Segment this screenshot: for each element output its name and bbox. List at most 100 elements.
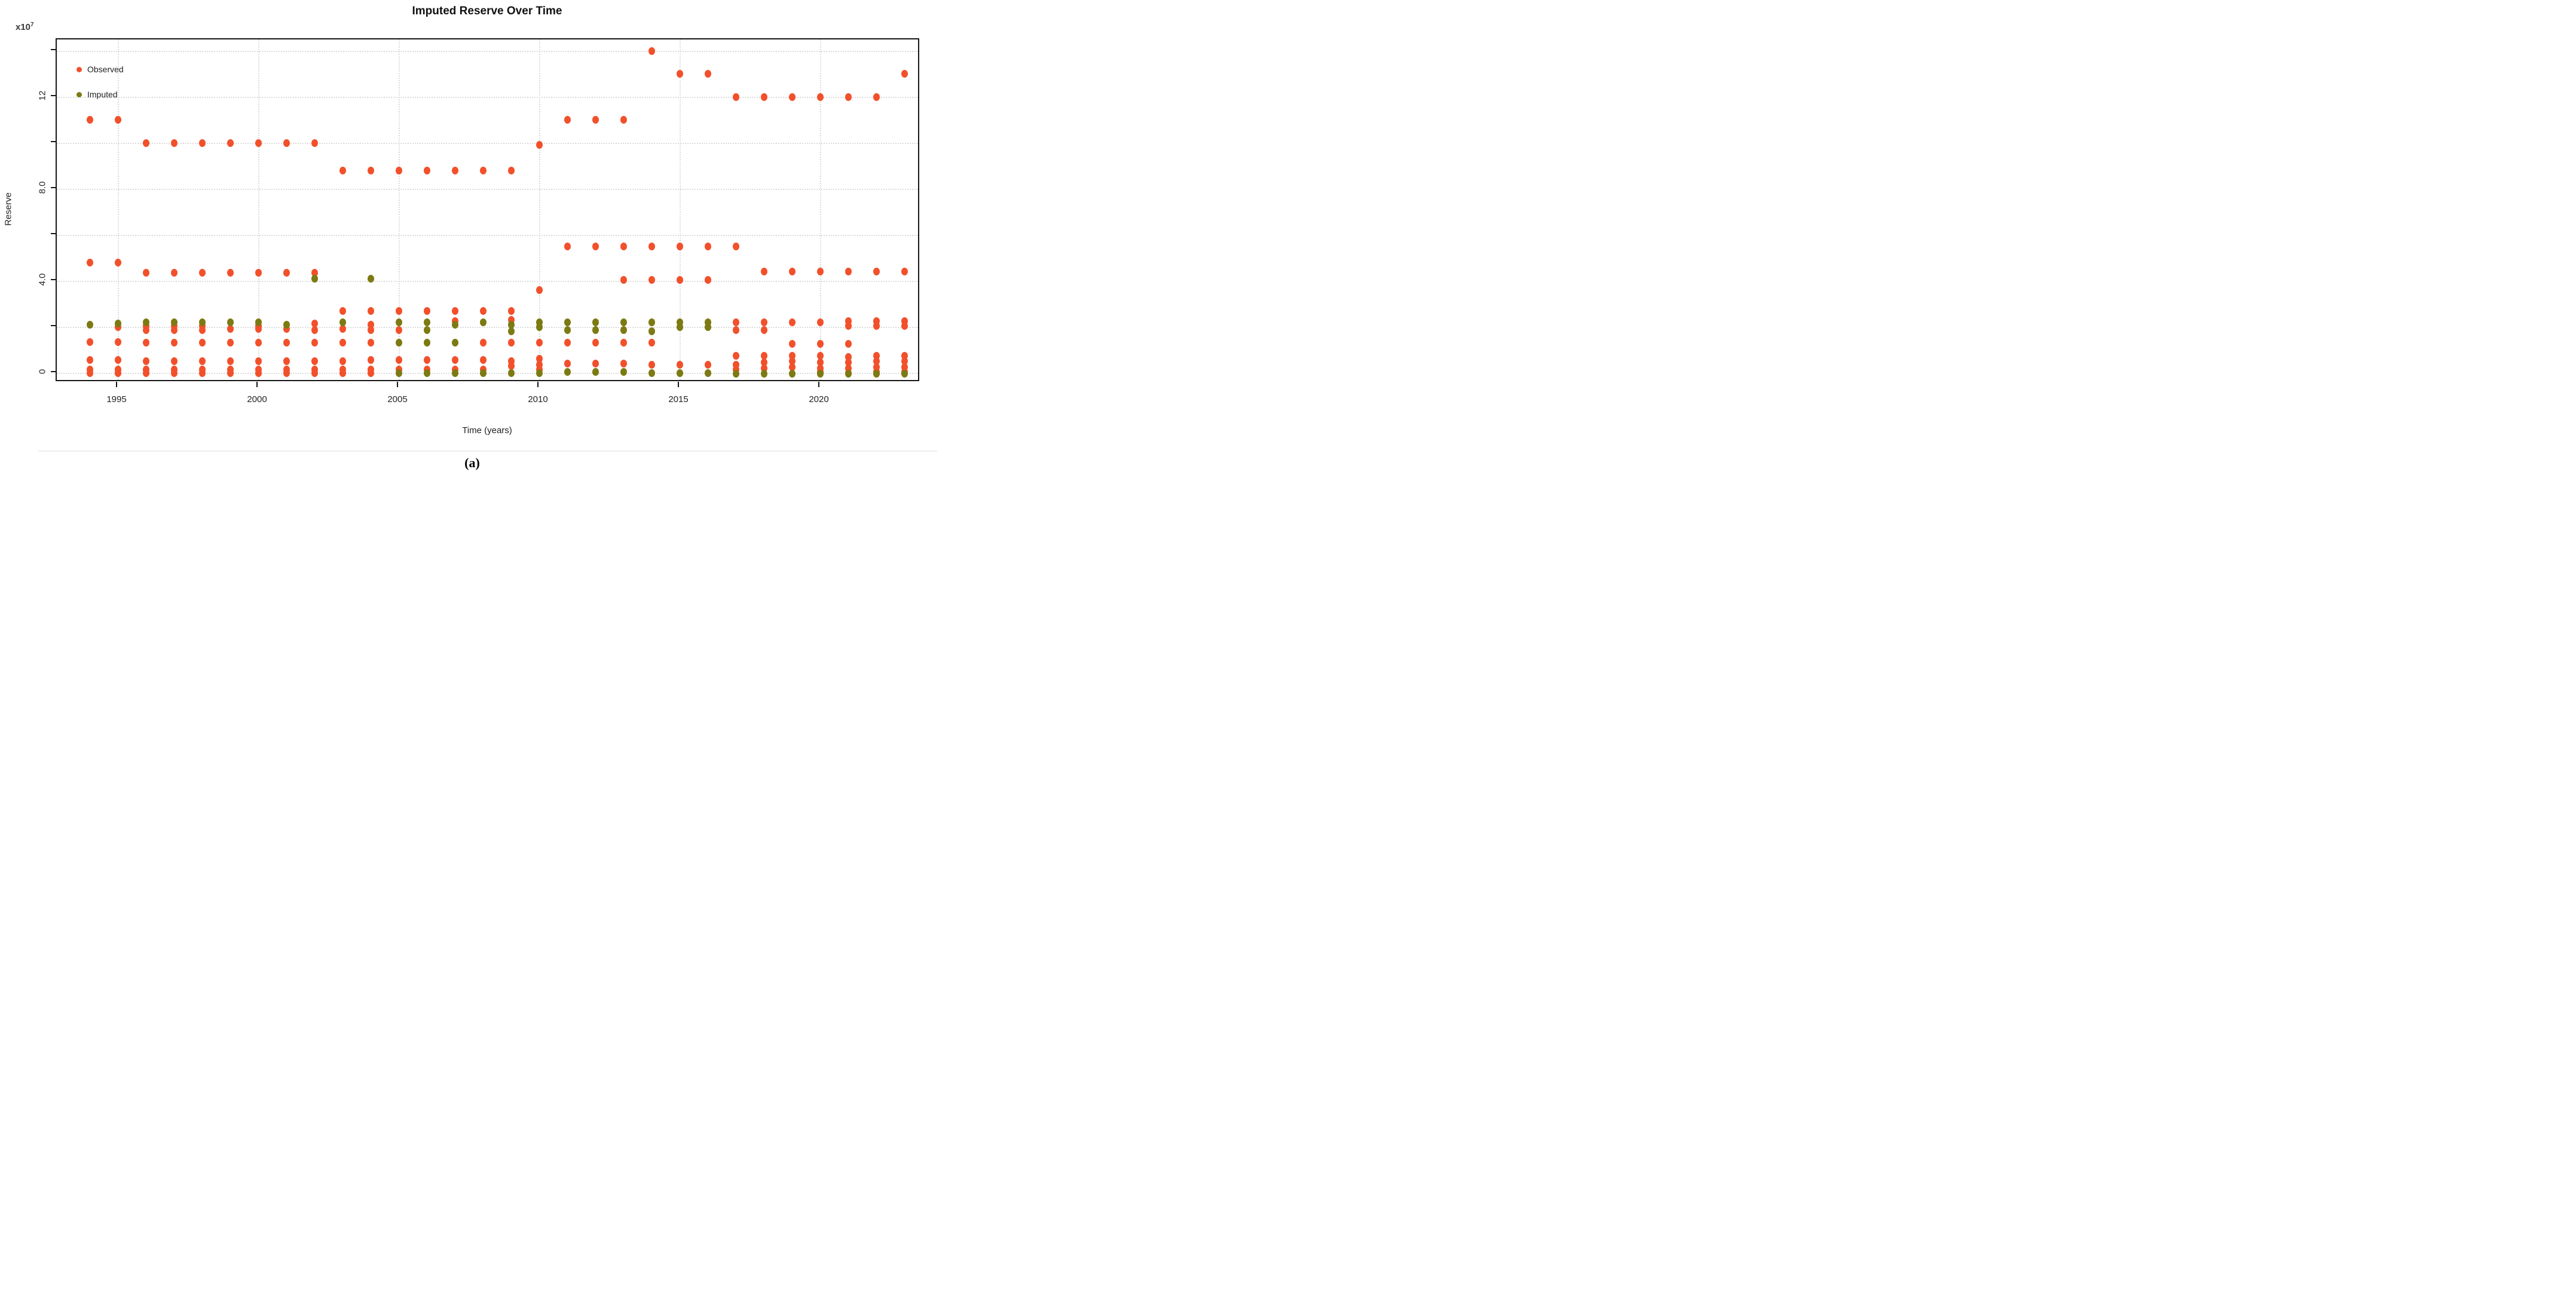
legend-label-observed: Observed — [87, 65, 124, 74]
chart-title: Imputed Reserve Over Time — [412, 5, 562, 17]
observed-point — [423, 306, 430, 315]
observed-point-icon — [77, 66, 82, 72]
observed-point — [227, 139, 234, 147]
imputed-point — [536, 369, 543, 377]
observed-point — [676, 242, 683, 250]
imputed-point — [648, 369, 655, 377]
imputed-point — [311, 274, 318, 283]
v-gridline — [399, 39, 400, 380]
observed-point — [816, 351, 824, 360]
observed-point — [845, 93, 852, 101]
v-gridline — [258, 39, 259, 380]
observed-point — [142, 269, 149, 277]
plot-area — [56, 38, 919, 381]
observed-point — [283, 269, 290, 277]
observed-point — [339, 339, 346, 347]
imputed-point — [592, 326, 599, 335]
v-gridline — [539, 39, 540, 380]
observed-point — [816, 318, 824, 326]
observed-point — [86, 338, 93, 346]
observed-point — [198, 357, 206, 366]
h-gridline — [57, 327, 918, 328]
observed-point — [901, 317, 908, 325]
observed-point — [339, 369, 346, 377]
observed-point — [648, 275, 655, 284]
x-tick — [678, 382, 679, 387]
observed-point — [845, 340, 852, 348]
imputed-point — [564, 367, 571, 376]
y-axis-multiplier-base: x10 — [16, 22, 31, 32]
observed-point — [732, 318, 739, 326]
observed-point — [114, 116, 121, 124]
observed-point — [395, 306, 402, 315]
x-axis-title: Time (years) — [462, 425, 512, 436]
observed-point — [732, 326, 739, 335]
observed-point — [620, 116, 627, 124]
legend-item-imputed: Imputed — [77, 88, 124, 101]
imputed-point — [704, 323, 711, 331]
observed-point — [227, 325, 234, 333]
observed-point — [901, 351, 908, 360]
imputed-point — [592, 367, 599, 376]
observed-point — [367, 306, 374, 315]
imputed-point — [676, 318, 683, 326]
observed-point — [760, 318, 767, 326]
legend-item-observed: Observed — [77, 63, 124, 76]
observed-point — [564, 339, 571, 347]
observed-point — [873, 93, 880, 101]
imputed-point — [676, 323, 683, 331]
observed-point — [255, 139, 262, 147]
y-tick-label: 4.0 — [37, 273, 48, 286]
observed-point — [564, 116, 571, 124]
imputed-point — [367, 274, 374, 283]
imputed-point — [170, 318, 178, 326]
imputed-point — [648, 327, 655, 336]
observed-point — [170, 339, 178, 347]
observed-point — [395, 166, 402, 174]
observed-point — [283, 369, 290, 377]
observed-point — [536, 339, 543, 347]
observed-point — [845, 317, 852, 325]
imputed-point — [536, 318, 543, 326]
observed-point — [901, 357, 908, 366]
observed-point — [788, 351, 796, 360]
observed-point — [198, 339, 206, 347]
imputed-point-icon — [77, 91, 82, 97]
imputed-point — [873, 370, 880, 378]
x-tick — [256, 382, 258, 387]
observed-point — [760, 326, 767, 335]
observed-point — [507, 306, 515, 315]
h-gridline — [57, 235, 918, 236]
x-tick-label: 1995 — [106, 394, 127, 404]
observed-point — [592, 242, 599, 250]
observed-point — [901, 70, 908, 78]
observed-point — [564, 360, 571, 368]
observed-point — [620, 275, 627, 284]
observed-point — [198, 139, 206, 147]
observed-point — [227, 339, 234, 347]
observed-point — [339, 357, 346, 366]
observed-point — [198, 326, 206, 335]
v-gridline — [118, 39, 119, 380]
observed-point — [648, 242, 655, 250]
imputed-point — [845, 370, 852, 378]
imputed-point — [788, 370, 796, 378]
observed-point — [479, 356, 487, 364]
x-tick — [116, 382, 117, 387]
observed-point — [283, 325, 290, 333]
observed-point — [227, 269, 234, 277]
observed-point — [170, 369, 178, 377]
y-tick — [51, 325, 56, 326]
observed-point — [86, 258, 93, 266]
x-tick-label: 2015 — [668, 394, 689, 404]
observed-point — [845, 352, 852, 361]
observed-point — [901, 321, 908, 330]
y-tick — [51, 233, 56, 234]
observed-point — [255, 325, 262, 333]
imputed-point — [86, 320, 93, 329]
imputed-point — [423, 326, 430, 335]
h-gridline — [57, 143, 918, 144]
observed-point — [873, 363, 880, 371]
observed-point — [86, 369, 93, 377]
observed-point — [479, 339, 487, 347]
